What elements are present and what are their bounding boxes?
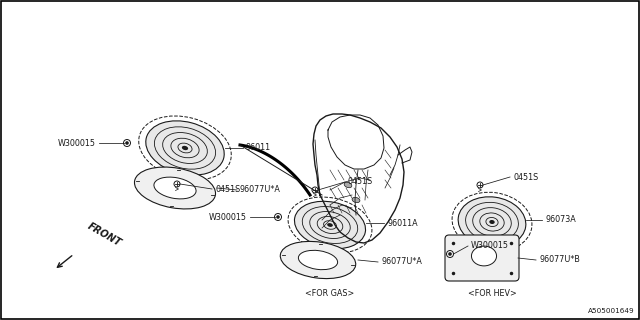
Text: 96077U*A: 96077U*A [381,258,422,267]
Ellipse shape [146,121,224,175]
Ellipse shape [344,182,352,188]
Ellipse shape [352,197,360,203]
Ellipse shape [327,223,333,227]
Ellipse shape [298,250,338,270]
Ellipse shape [490,220,495,224]
Text: <FOR GAS>: <FOR GAS> [305,289,355,298]
Text: 96011: 96011 [246,143,271,153]
Circle shape [448,252,452,256]
Text: 96077U*B: 96077U*B [539,255,580,265]
Ellipse shape [294,201,365,249]
Text: <FOR HEV>: <FOR HEV> [468,289,516,298]
Ellipse shape [154,177,196,199]
Ellipse shape [472,246,497,266]
Text: 96077U*A: 96077U*A [240,186,281,195]
Ellipse shape [280,241,356,279]
Ellipse shape [182,146,188,150]
Ellipse shape [458,197,526,247]
Ellipse shape [134,167,216,209]
Text: 0451S: 0451S [215,185,240,194]
Text: W300015: W300015 [209,212,247,221]
FancyBboxPatch shape [445,235,519,281]
Text: FRONT: FRONT [86,221,123,248]
Text: 96073A: 96073A [545,215,576,225]
Text: W300015: W300015 [471,242,509,251]
Text: A505001649: A505001649 [588,308,635,314]
Circle shape [276,215,280,219]
Text: 0451S: 0451S [348,178,373,187]
Text: W300015: W300015 [58,139,96,148]
Text: 96011A: 96011A [387,219,418,228]
Text: 0451S: 0451S [513,172,538,181]
Circle shape [125,141,129,145]
